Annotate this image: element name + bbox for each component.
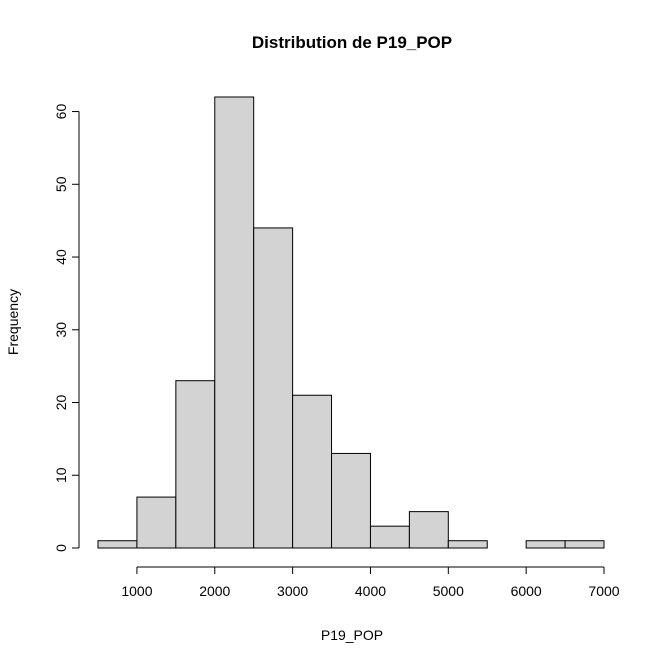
y-tick-label: 40 <box>53 249 69 265</box>
y-tick-label: 20 <box>53 395 69 411</box>
y-tick-label: 0 <box>53 544 69 552</box>
chart-title: Distribution de P19_POP <box>252 33 452 52</box>
x-tick-label: 3000 <box>277 583 308 599</box>
x-tick-label: 2000 <box>199 583 230 599</box>
y-tick-label: 60 <box>53 104 69 120</box>
histogram-bar <box>369 525 410 549</box>
histogram-bar <box>292 394 333 549</box>
y-tick-label: 10 <box>53 467 69 483</box>
histogram-bar <box>564 540 605 549</box>
y-axis: 0 10 20 30 40 50 60 <box>53 104 80 552</box>
histogram-bar <box>253 227 294 549</box>
y-tick-label: 30 <box>53 322 69 338</box>
y-tick-label: 50 <box>53 176 69 192</box>
x-tick-label: 7000 <box>588 583 619 599</box>
histogram-bar <box>97 540 138 549</box>
histogram-bar <box>331 452 371 549</box>
x-axis: 1000 2000 3000 4000 5000 6000 7000 <box>121 566 620 599</box>
bars-group <box>97 96 605 549</box>
histogram-bar <box>408 511 449 549</box>
histogram-bar <box>214 96 255 549</box>
x-axis-label: P19_POP <box>321 627 383 643</box>
histogram-bar <box>136 496 177 549</box>
x-tick-label: 6000 <box>511 583 542 599</box>
x-tick-label: 4000 <box>355 583 386 599</box>
histogram-bar <box>525 540 566 549</box>
y-axis-label: Frequency <box>5 289 21 355</box>
histogram-bar <box>447 540 488 549</box>
x-tick-label: 5000 <box>433 583 464 599</box>
x-tick-label: 1000 <box>121 583 152 599</box>
histogram-bar <box>175 380 216 549</box>
